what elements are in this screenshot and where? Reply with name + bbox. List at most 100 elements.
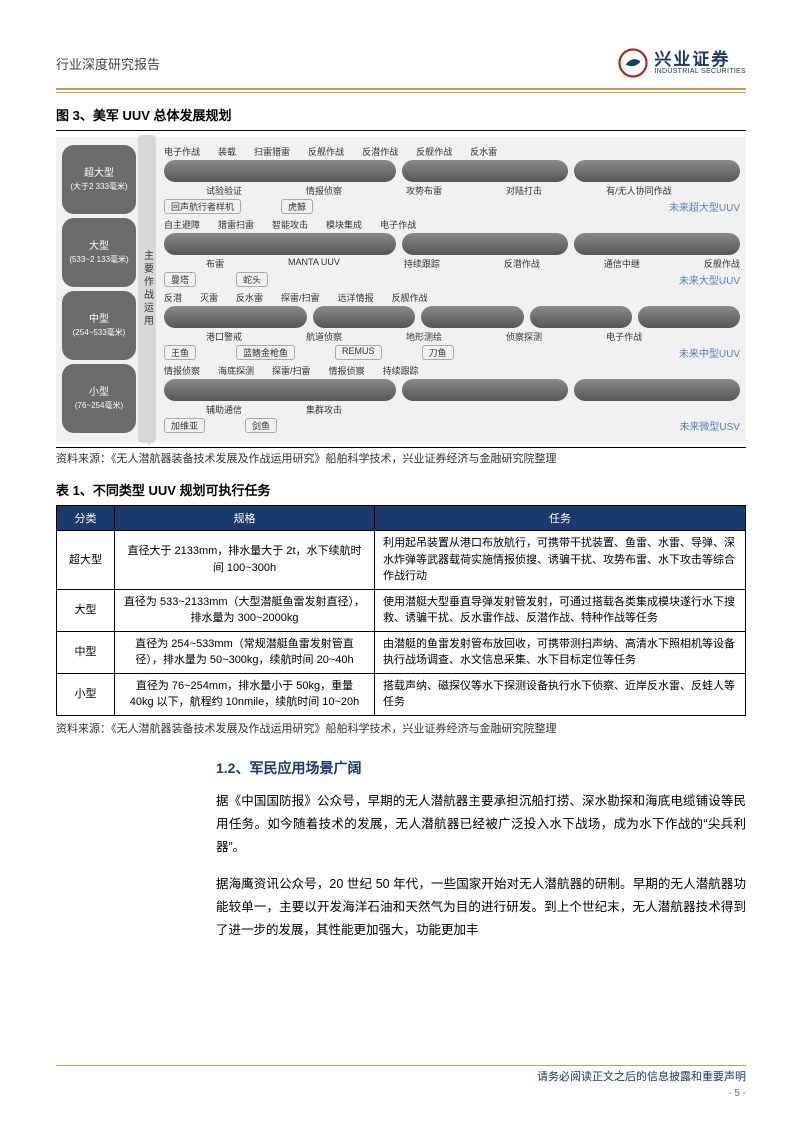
capability-tag: 布雷 [206,257,224,270]
vessel-icon [164,306,307,328]
future-vessel-label: 未来中型UUV [679,345,740,360]
row-content: 电子作战装载扫雷猎雷反舰作战反潜作战反舰作战反水雷试验验证情报侦察攻势布雷对陆打… [164,145,740,214]
footer-disclaimer: 请务必阅读正文之后的信息披露和重要声明 [56,1066,746,1084]
vessel-icon [164,379,396,401]
capability-tag: 智能攻击 [272,218,308,231]
future-vessel-label: 未来超大型UUV [669,199,740,214]
page-header: 行业深度研究报告 兴业证券 INDUSTRIAL SECURITIES [56,48,746,84]
capability-tag: 电子作战 [606,330,642,343]
capability-tag: 攻势布雷 [406,184,442,197]
table-header: 任务 [375,506,746,531]
company-name-cn: 兴业证券 [654,51,746,68]
logo-icon [618,48,648,78]
capability-tag: 自主避障 [164,218,200,231]
vessel-icon [402,379,568,401]
table-row: 中型直径为 254~533mm（常规潜艇鱼雷发射管直径），排水量为 50~300… [57,631,746,673]
capability-tag: 航道侦察 [306,330,342,343]
row-category-label: 超大型(大于2 333毫米) [62,145,136,214]
table-cell-category: 大型 [57,589,115,631]
capability-tag: 海底探测 [218,364,254,377]
figure-title: 图 3、美军 UUV 总体发展规划 [56,105,746,124]
future-vessel-label: 未来大型UUV [679,272,740,287]
capability-tag: 通信中继 [604,257,640,270]
capability-tag: 反水雷 [236,291,263,304]
page-footer: 请务必阅读正文之后的信息披露和重要声明 - 5 - [56,1061,746,1099]
future-vessel-label: 未来微型USV [679,418,740,433]
table-row: 大型直径为 533~2133mm（大型潜艇鱼雷发射直径），排水量为 300~20… [57,589,746,631]
capability-tag: 电子作战 [380,218,416,231]
section-heading: 1.2、军民应用场景广阔 [216,758,746,778]
body-paragraph-2: 据海鹰资讯公众号，20 世纪 50 年代，一些国家开始对无人潜航器的研制。早期的… [216,873,746,942]
table-cell-category: 小型 [57,673,115,715]
page-number: - 5 - [56,1088,746,1099]
table-cell-spec: 直径大于 2133mm，排水量大于 2t，水下续航时间 100~300h [115,531,375,590]
vessel-caption: 加维亚 [164,418,205,433]
capability-tag: 反水雷 [470,145,497,158]
figure-title-underline [56,130,746,131]
capability-tag: 试验验证 [206,184,242,197]
table-cell-spec: 直径为 254~533mm（常规潜艇鱼雷发射管直径），排水量为 50~300kg… [115,631,375,673]
vessel-caption: 回声航行者样机 [164,199,241,214]
company-name-en: INDUSTRIAL SECURITIES [654,68,746,75]
capability-tag: 反舰作战 [416,145,452,158]
vessel-icon [164,160,396,182]
capability-tag: 远洋情报 [338,291,374,304]
doc-type: 行业深度研究报告 [56,54,160,73]
capability-tag: 猎雷扫雷 [218,218,254,231]
row-category-label: 中型(254~533毫米) [62,291,136,360]
vessel-icon [402,160,568,182]
vessel-icon [574,160,740,182]
capability-tag: 灭雷 [200,291,218,304]
capability-tag: 情报侦察 [329,364,365,377]
table-header: 规格 [115,506,375,531]
diagram-row: 小型(76~254毫米)情报侦察海底探测探雷/扫雷情报侦察持续跟踪辅助通信集群攻… [62,364,740,433]
table-cell-task: 使用潜艇大型垂直导弹发射管发射，可通过搭载各类集成模块遂行水下搜救、诱骗干扰、反… [375,589,746,631]
vessel-caption: 剑鱼 [245,418,277,433]
header-divider [56,88,746,90]
table-source: 资料来源：《无人潜航器装备技术发展及作战运用研究》船舶科学技术，兴业证券经济与金… [56,718,746,736]
capability-tag: 反舰作战 [308,145,344,158]
capability-tag: 持续跟踪 [383,364,419,377]
capability-tag: 反潜作战 [504,257,540,270]
capability-tag: 反舰作战 [392,291,428,304]
table-cell-spec: 直径为 533~2133mm（大型潜艇鱼雷发射直径），排水量为 300~2000… [115,589,375,631]
vessel-caption: 蛇头 [236,272,268,287]
vessel-caption: 刀鱼 [422,345,454,360]
capability-tag: 探雷/扫雷 [272,364,311,377]
capability-tag: 反舰作战 [704,257,740,270]
diagram-row: 中型(254~533毫米)反潜灭雷反水雷探雷/扫雷远洋情报反舰作战港口警戒航道侦… [62,291,740,360]
vessel-icon [574,233,740,255]
table-row: 小型直径为 76~254mm，排水量小于 50kg，重量 40kg 以下，航程约… [57,673,746,715]
capability-tag: 持续跟踪 [404,257,440,270]
capability-tag: 电子作战 [164,145,200,158]
vessel-caption: 蓝鳍金枪鱼 [236,345,295,360]
vessel-icon [402,233,568,255]
capability-tag: 侦察探测 [506,330,542,343]
diagram-axis-label: 主要作战运用 [138,135,156,443]
table-row: 超大型直径大于 2133mm，排水量大于 2t，水下续航时间 100~300h利… [57,531,746,590]
capability-tag: 辅助通信 [206,403,242,416]
table-cell-category: 超大型 [57,531,115,590]
capability-tag: 反潜作战 [362,145,398,158]
vessel-icon [638,306,740,328]
capability-tag: 集群攻击 [306,403,342,416]
capability-tag: 装载 [218,145,236,158]
capability-tag: 反潜 [164,291,182,304]
capability-tag: 港口警戒 [206,330,242,343]
table-cell-task: 由潜艇的鱼雷发射管布放回收，可携带测扫声纳、高清水下照相机等设备执行战场调查、水… [375,631,746,673]
vessel-caption: 王鱼 [164,345,196,360]
vessel-icon [530,306,632,328]
diagram-row: 超大型(大于2 333毫米)电子作战装载扫雷猎雷反舰作战反潜作战反舰作战反水雷试… [62,145,740,214]
capability-tag: 情报侦察 [164,364,200,377]
row-category-label: 大型(533~2 133毫米) [62,218,136,287]
figure-source: 资料来源：《无人潜航器装备技术发展及作战运用研究》船舶科学技术，兴业证券经济与金… [56,447,746,466]
uuv-task-table: 分类规格任务 超大型直径大于 2133mm，排水量大于 2t，水下续航时间 10… [56,505,746,716]
capability-tag: 地形测绘 [406,330,442,343]
vessel-icon [574,379,740,401]
capability-tag: 模块集成 [326,218,362,231]
uuv-diagram: 主要作战运用 超大型(大于2 333毫米)电子作战装载扫雷猎雷反舰作战反潜作战反… [56,137,746,441]
header-divider-thin [56,92,746,93]
vessel-caption: 虎鲸 [281,199,313,214]
vessel-icon [164,233,396,255]
vessel-icon [313,306,415,328]
